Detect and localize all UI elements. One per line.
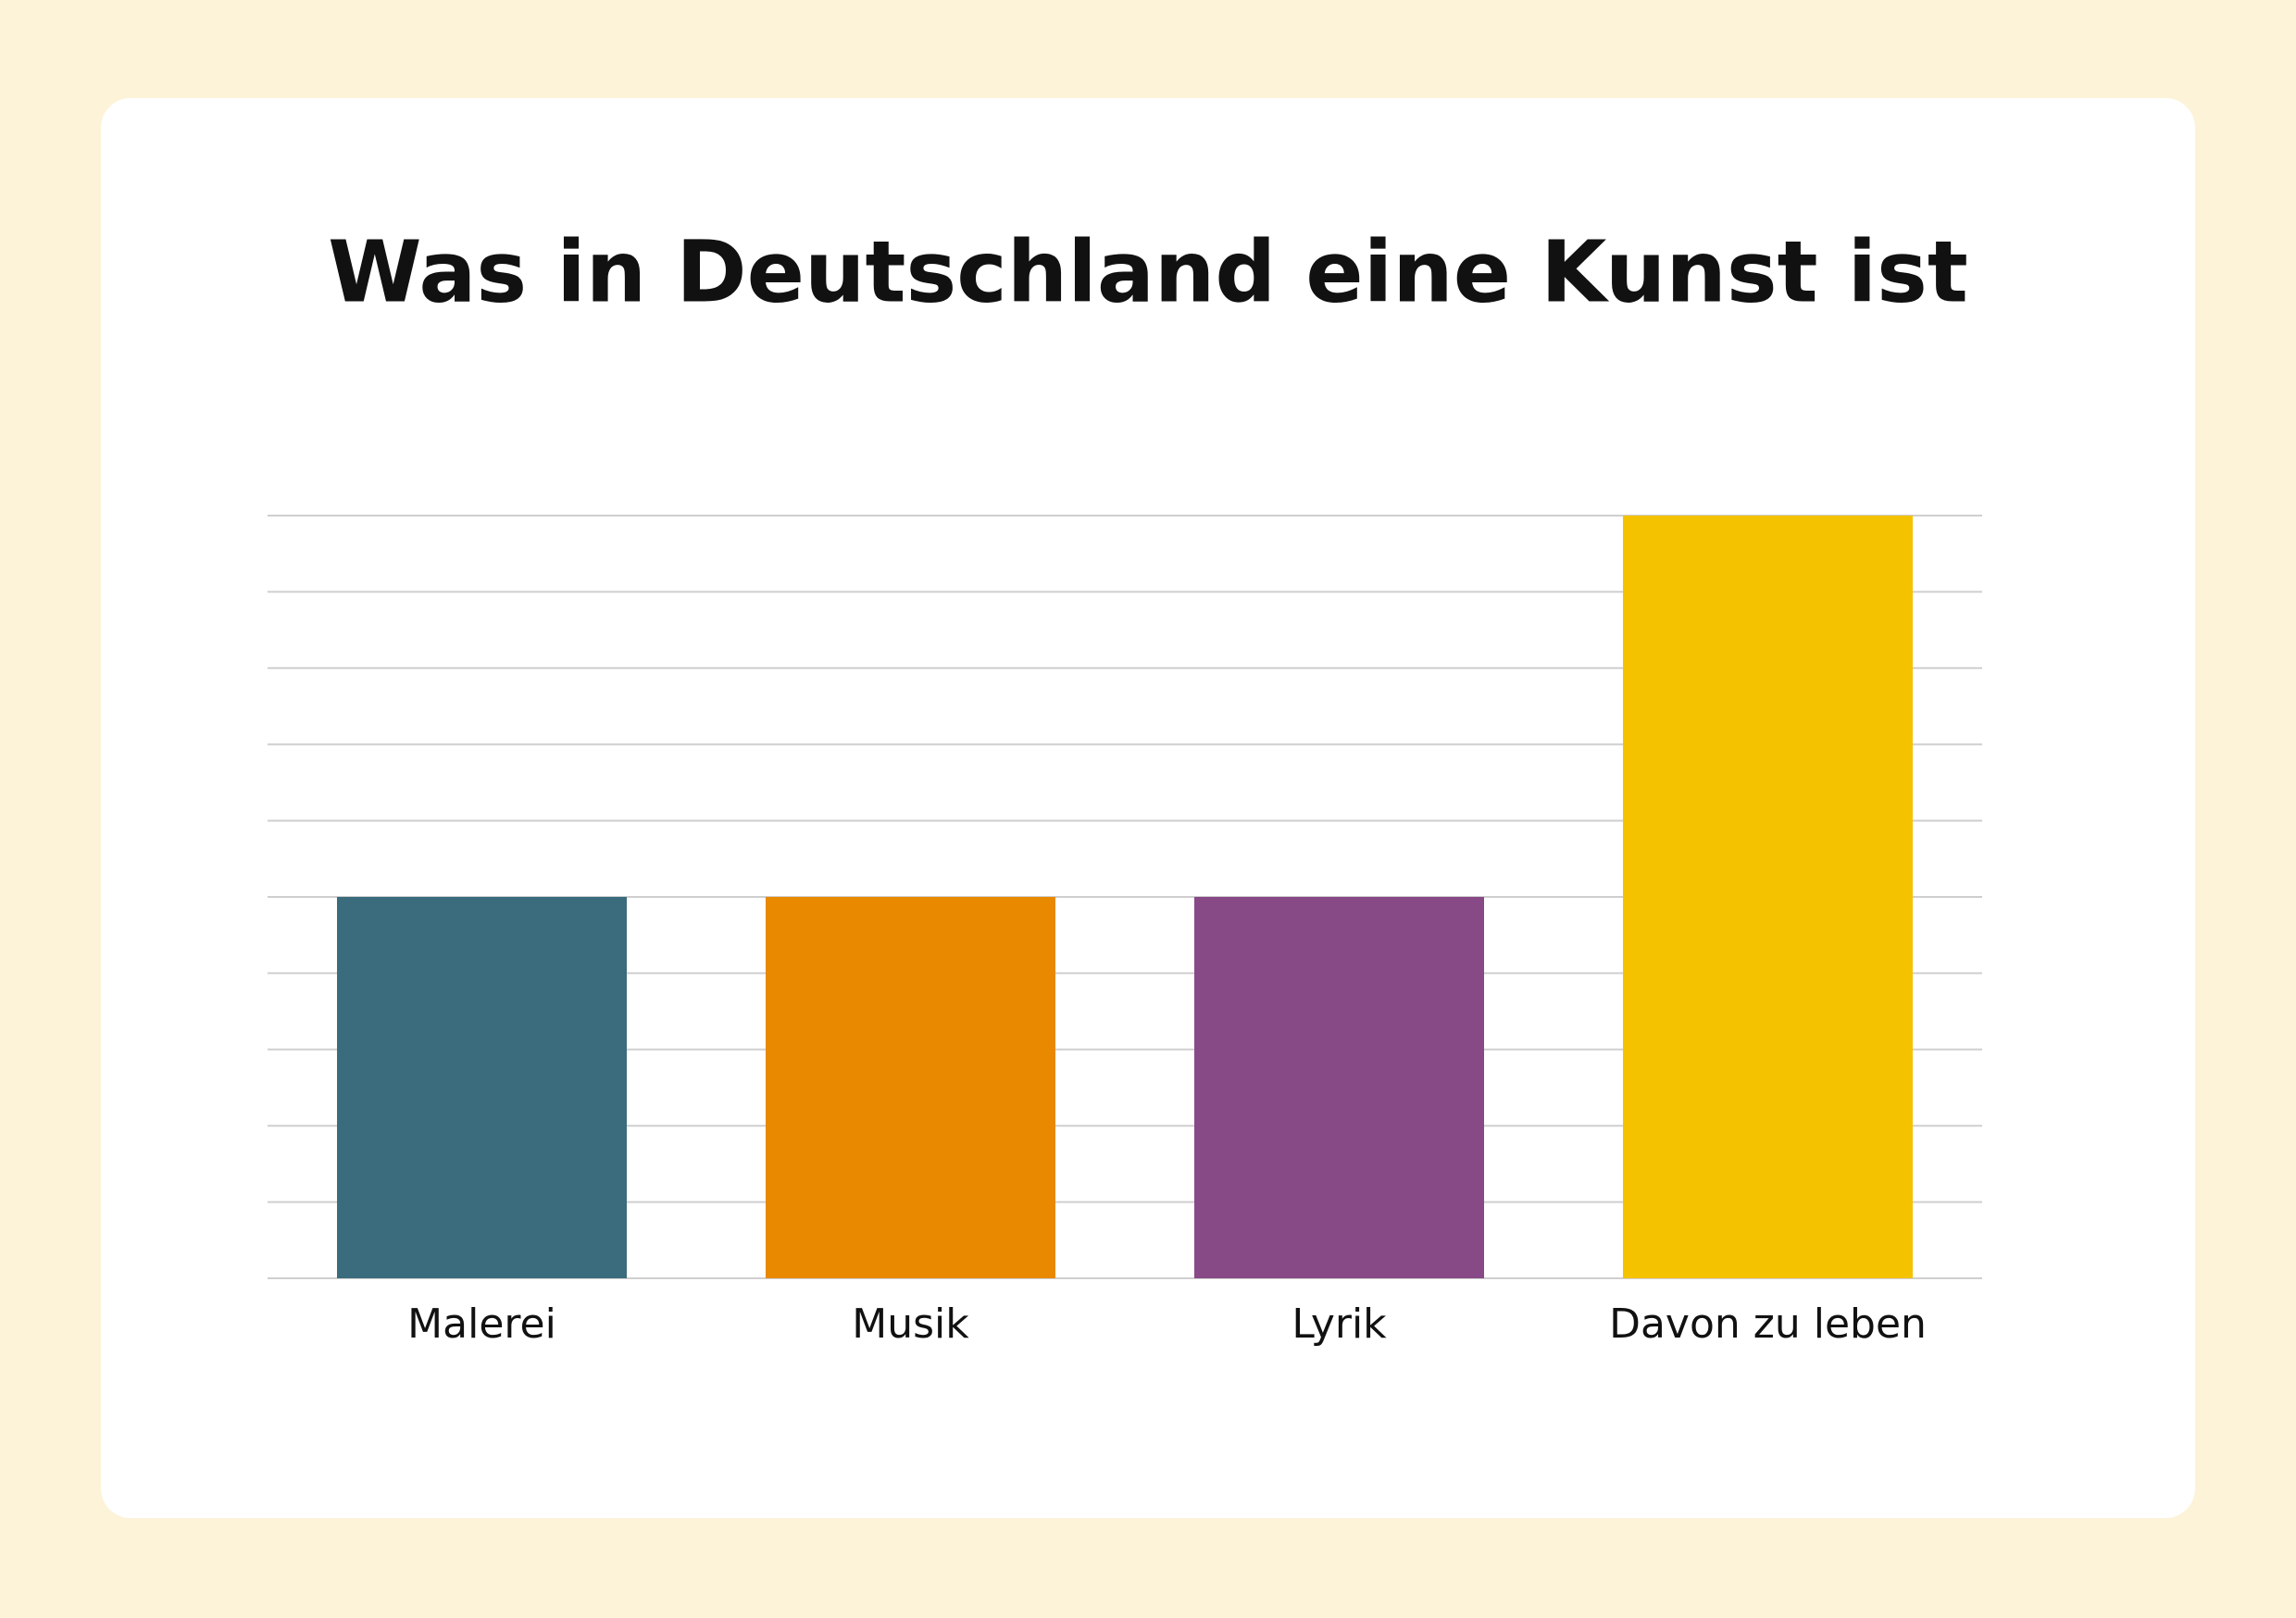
- x-tick-label: Malerei: [407, 1301, 556, 1348]
- bar: [1623, 516, 1913, 1278]
- x-tick-label: Lyrik: [1292, 1301, 1387, 1348]
- x-tick-label: Davon zu leben: [1609, 1301, 1927, 1348]
- bar: [766, 897, 1055, 1278]
- x-tick-label: Musik: [852, 1301, 969, 1348]
- bar: [1194, 897, 1484, 1278]
- chart-title: Was in Deutschland eine Kunst ist: [328, 222, 1968, 321]
- bar: [337, 897, 627, 1278]
